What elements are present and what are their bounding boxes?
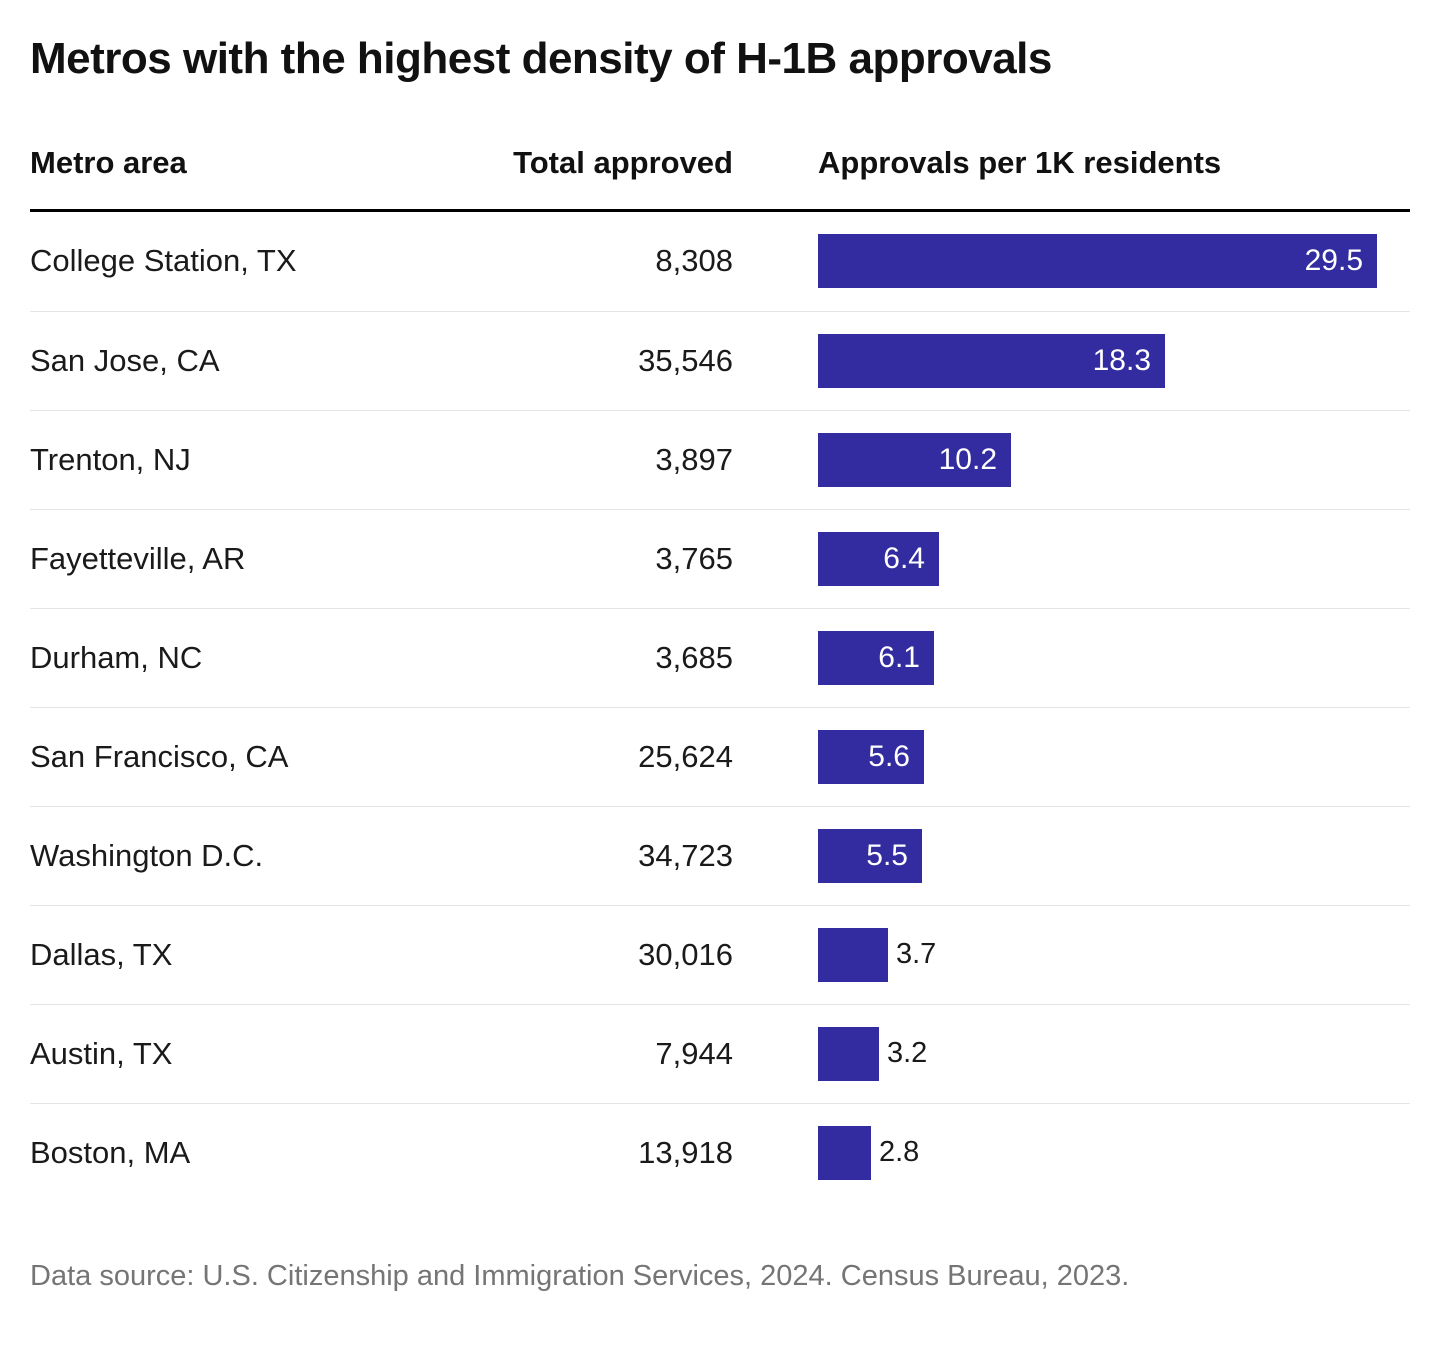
column-header-approvals-per-1k: Approvals per 1K residents xyxy=(818,144,1222,180)
bar-value-label-inside: 5.5 xyxy=(866,838,908,872)
metro-label: Dallas, TX xyxy=(30,936,173,972)
approvals-bar xyxy=(818,927,888,982)
table-header-row: Metro area Total approved Approvals per … xyxy=(30,145,1410,212)
total-approved-value: 25,624 xyxy=(638,738,733,774)
approvals-bar xyxy=(818,1125,871,1180)
table-row: College Station, TX 8,308 29.5 xyxy=(30,212,1410,311)
table-row: Austin, TX 7,944 3.2 xyxy=(30,1003,1410,1103)
bar-value-label-outside: 2.8 xyxy=(879,1136,920,1169)
data-source-note: Data source: U.S. Citizenship and Immigr… xyxy=(30,1259,1130,1292)
table-row: Durham, NC 3,685 6.1 xyxy=(30,607,1410,707)
approvals-bar: 10.2 xyxy=(818,432,1011,487)
bar-cell: 2.8 xyxy=(733,1125,1410,1180)
table-row: Fayetteville, AR 3,765 6.4 xyxy=(30,508,1410,608)
bar-value-label-inside: 18.3 xyxy=(1092,343,1151,377)
approvals-bar: 29.5 xyxy=(818,234,1377,289)
metro-label: San Francisco, CA xyxy=(30,738,289,774)
metro-label: Austin, TX xyxy=(30,1035,173,1071)
bar-cell: 18.3 xyxy=(733,333,1410,388)
metro-label: Washington D.C. xyxy=(30,837,264,873)
total-approved-value: 35,546 xyxy=(638,342,733,378)
bar-cell: 10.2 xyxy=(733,432,1410,487)
bar-value-label-inside: 10.2 xyxy=(938,442,997,476)
metro-label: Boston, MA xyxy=(30,1134,191,1170)
approvals-bar: 18.3 xyxy=(818,333,1165,388)
chart-title: Metros with the highest density of H-1B … xyxy=(30,34,1052,83)
metro-label: San Jose, CA xyxy=(30,342,220,378)
total-approved-value: 34,723 xyxy=(638,837,733,873)
approvals-bar: 5.5 xyxy=(818,828,922,883)
bar-value-label-outside: 3.7 xyxy=(896,938,937,971)
approvals-bar xyxy=(818,1026,879,1081)
total-approved-value: 30,016 xyxy=(638,936,733,972)
table-body: College Station, TX 8,308 29.5 San Jose,… xyxy=(30,212,1410,1202)
metro-label: Fayetteville, AR xyxy=(30,540,246,576)
metro-label: Durham, NC xyxy=(30,639,203,675)
table-row: San Jose, CA 35,546 18.3 xyxy=(30,310,1410,410)
total-approved-value: 13,918 xyxy=(638,1134,733,1170)
column-header-metro-area: Metro area xyxy=(30,144,187,180)
bar-value-label-inside: 6.1 xyxy=(878,640,920,674)
total-approved-value: 8,308 xyxy=(655,243,733,279)
table-row: Boston, MA 13,918 2.8 xyxy=(30,1102,1410,1202)
total-approved-value: 3,765 xyxy=(655,540,733,576)
bar-cell: 5.5 xyxy=(733,828,1410,883)
approvals-bar: 5.6 xyxy=(818,729,924,784)
table-row: Trenton, NJ 3,897 10.2 xyxy=(30,409,1410,509)
bar-value-label-inside: 29.5 xyxy=(1304,244,1363,278)
bar-value-label-inside: 5.6 xyxy=(868,739,910,773)
bar-cell: 29.5 xyxy=(733,234,1410,289)
column-header-total-approved: Total approved xyxy=(513,144,733,180)
bar-cell: 3.2 xyxy=(733,1026,1410,1081)
metro-label: College Station, TX xyxy=(30,243,297,279)
bar-cell: 3.7 xyxy=(733,927,1410,982)
bar-cell: 6.1 xyxy=(733,630,1410,685)
total-approved-value: 7,944 xyxy=(655,1035,733,1071)
table-row: Dallas, TX 30,016 3.7 xyxy=(30,904,1410,1004)
bar-cell: 5.6 xyxy=(733,729,1410,784)
approvals-bar: 6.4 xyxy=(818,531,939,586)
table-row: Washington D.C. 34,723 5.5 xyxy=(30,805,1410,905)
table-row: San Francisco, CA 25,624 5.6 xyxy=(30,706,1410,806)
total-approved-value: 3,685 xyxy=(655,639,733,675)
approvals-bar: 6.1 xyxy=(818,630,934,685)
bar-value-label-inside: 6.4 xyxy=(883,541,925,575)
metro-label: Trenton, NJ xyxy=(30,441,191,477)
total-approved-value: 3,897 xyxy=(655,441,733,477)
bar-value-label-outside: 3.2 xyxy=(887,1037,928,1070)
bar-cell: 6.4 xyxy=(733,531,1410,586)
